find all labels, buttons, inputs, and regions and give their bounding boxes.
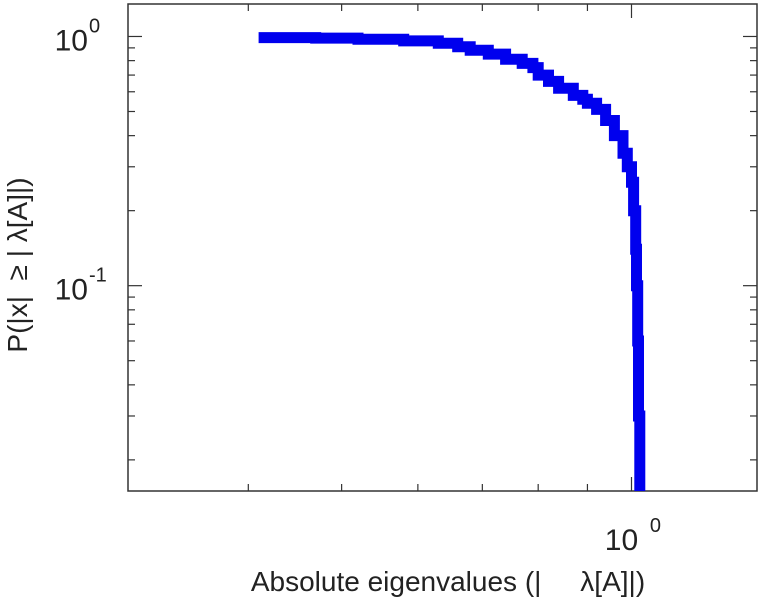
y-tick-label: 10 [55, 274, 88, 307]
y-tick-exponent: -1 [89, 265, 107, 287]
data-series [258, 32, 646, 491]
x-tick-exponent: 0 [650, 515, 661, 537]
y-axis-title: P(|x| ≥ | λ[A]|) [2, 177, 33, 352]
plot-axes [127, 3, 758, 492]
series-line-0 [258, 32, 646, 491]
x-axis-title: Absolute eigenvalues (| λ[A]|) [251, 566, 645, 597]
plot-frame [127, 3, 758, 492]
y-tick-label: 10 [55, 24, 88, 57]
x-tick-label: 10 [605, 524, 638, 557]
tick-labels: 10 010 010 -1 [55, 15, 661, 557]
axis-ticks [128, 4, 757, 491]
y-tick-exponent: 0 [89, 15, 100, 37]
